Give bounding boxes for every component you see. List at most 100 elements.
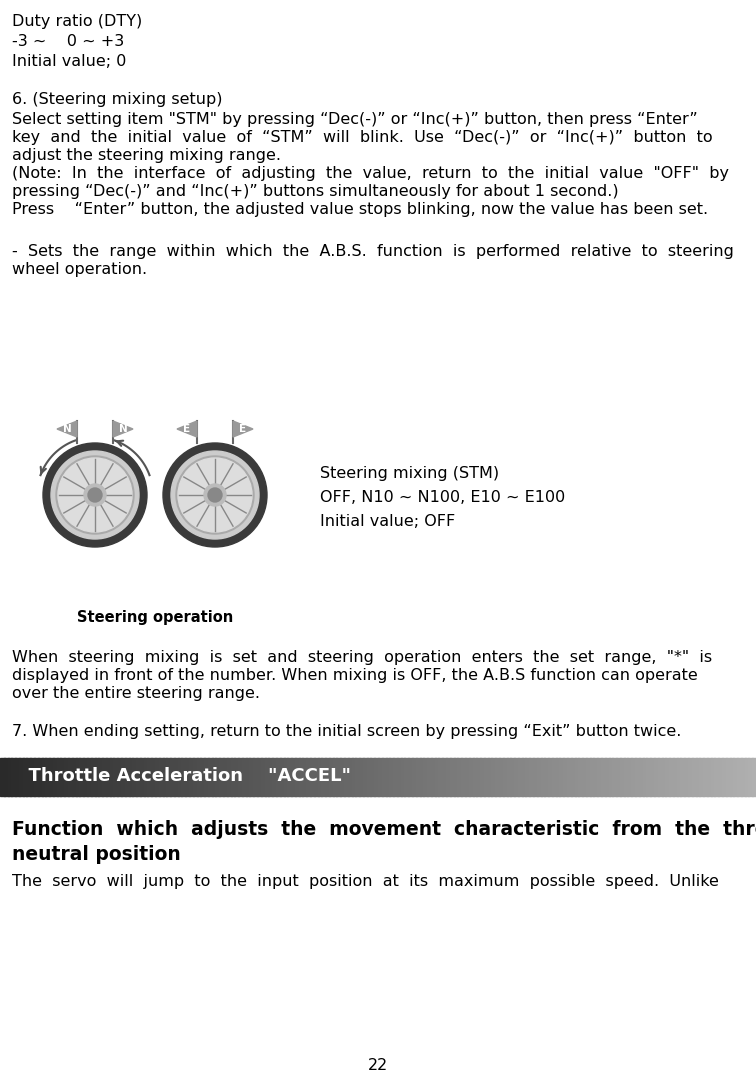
- Bar: [733, 758, 738, 796]
- Bar: [276, 758, 280, 796]
- Bar: [306, 758, 311, 796]
- Bar: [227, 758, 231, 796]
- Bar: [575, 758, 579, 796]
- Text: Initial value; OFF: Initial value; OFF: [320, 514, 455, 529]
- Bar: [310, 758, 314, 796]
- Bar: [518, 758, 522, 796]
- Bar: [295, 758, 299, 796]
- Bar: [94, 758, 99, 796]
- Bar: [336, 758, 341, 796]
- Bar: [488, 758, 492, 796]
- Text: E: E: [240, 424, 246, 434]
- Bar: [268, 758, 273, 796]
- Bar: [454, 758, 458, 796]
- Bar: [189, 758, 194, 796]
- Bar: [30, 758, 35, 796]
- Bar: [344, 758, 349, 796]
- Bar: [639, 758, 643, 796]
- Bar: [34, 758, 39, 796]
- Text: Duty ratio (DTY): Duty ratio (DTY): [12, 14, 142, 29]
- Bar: [412, 758, 417, 796]
- Bar: [582, 758, 587, 796]
- Bar: [15, 758, 20, 796]
- Text: Throttle Acceleration    "ACCEL": Throttle Acceleration "ACCEL": [16, 768, 351, 785]
- Bar: [677, 758, 681, 796]
- Text: When  steering  mixing  is  set  and  steering  operation  enters  the  set  ran: When steering mixing is set and steering…: [12, 650, 712, 665]
- Text: displayed in front of the number. When mixing is OFF, the A.B.S function can ope: displayed in front of the number. When m…: [12, 668, 698, 683]
- Bar: [548, 758, 553, 796]
- Text: Steering mixing (STM): Steering mixing (STM): [320, 466, 499, 481]
- Bar: [707, 758, 711, 796]
- Bar: [181, 758, 186, 796]
- Text: E: E: [184, 424, 191, 434]
- Bar: [257, 758, 262, 796]
- Bar: [382, 758, 386, 796]
- Bar: [522, 758, 526, 796]
- Bar: [265, 758, 269, 796]
- Bar: [658, 758, 662, 796]
- Bar: [370, 758, 375, 796]
- Circle shape: [84, 484, 106, 506]
- Bar: [427, 758, 432, 796]
- Bar: [616, 758, 621, 796]
- Bar: [355, 758, 360, 796]
- Bar: [253, 758, 258, 796]
- Bar: [435, 758, 439, 796]
- Bar: [200, 758, 205, 796]
- Bar: [499, 758, 503, 796]
- Bar: [147, 758, 152, 796]
- Bar: [469, 758, 473, 796]
- Bar: [635, 758, 640, 796]
- Bar: [163, 758, 167, 796]
- Bar: [480, 758, 485, 796]
- Bar: [559, 758, 564, 796]
- Bar: [170, 758, 175, 796]
- Bar: [11, 758, 16, 796]
- Bar: [752, 758, 756, 796]
- Bar: [420, 758, 424, 796]
- Bar: [544, 758, 549, 796]
- Bar: [318, 758, 322, 796]
- Bar: [249, 758, 254, 796]
- Text: 7. When ending setting, return to the initial screen by pressing “Exit” button t: 7. When ending setting, return to the in…: [12, 724, 681, 740]
- Bar: [280, 758, 284, 796]
- Bar: [83, 758, 88, 796]
- Bar: [423, 758, 428, 796]
- Bar: [197, 758, 201, 796]
- Polygon shape: [113, 421, 133, 437]
- Bar: [627, 758, 632, 796]
- Bar: [193, 758, 197, 796]
- Bar: [26, 758, 31, 796]
- Bar: [287, 758, 292, 796]
- Bar: [590, 758, 594, 796]
- Text: N: N: [119, 424, 127, 434]
- Bar: [446, 758, 451, 796]
- Bar: [397, 758, 401, 796]
- Bar: [178, 758, 182, 796]
- Bar: [514, 758, 519, 796]
- Bar: [552, 758, 556, 796]
- Bar: [401, 758, 405, 796]
- Bar: [91, 758, 95, 796]
- Bar: [537, 758, 541, 796]
- Bar: [730, 758, 734, 796]
- Bar: [151, 758, 156, 796]
- Bar: [748, 758, 753, 796]
- Polygon shape: [233, 421, 253, 437]
- Text: neutral position: neutral position: [12, 845, 181, 863]
- Bar: [567, 758, 572, 796]
- Bar: [302, 758, 307, 796]
- Bar: [654, 758, 658, 796]
- Bar: [714, 758, 719, 796]
- Bar: [204, 758, 209, 796]
- Bar: [597, 758, 602, 796]
- Bar: [680, 758, 685, 796]
- Bar: [374, 758, 379, 796]
- Text: key  and  the  initial  value  of  “STM”  will  blink.  Use  “Dec(-)”  or  “Inc(: key and the initial value of “STM” will …: [12, 130, 713, 146]
- Text: adjust the steering mixing range.: adjust the steering mixing range.: [12, 148, 281, 163]
- Bar: [321, 758, 326, 796]
- Bar: [472, 758, 477, 796]
- Bar: [68, 758, 73, 796]
- Bar: [140, 758, 144, 796]
- Bar: [174, 758, 178, 796]
